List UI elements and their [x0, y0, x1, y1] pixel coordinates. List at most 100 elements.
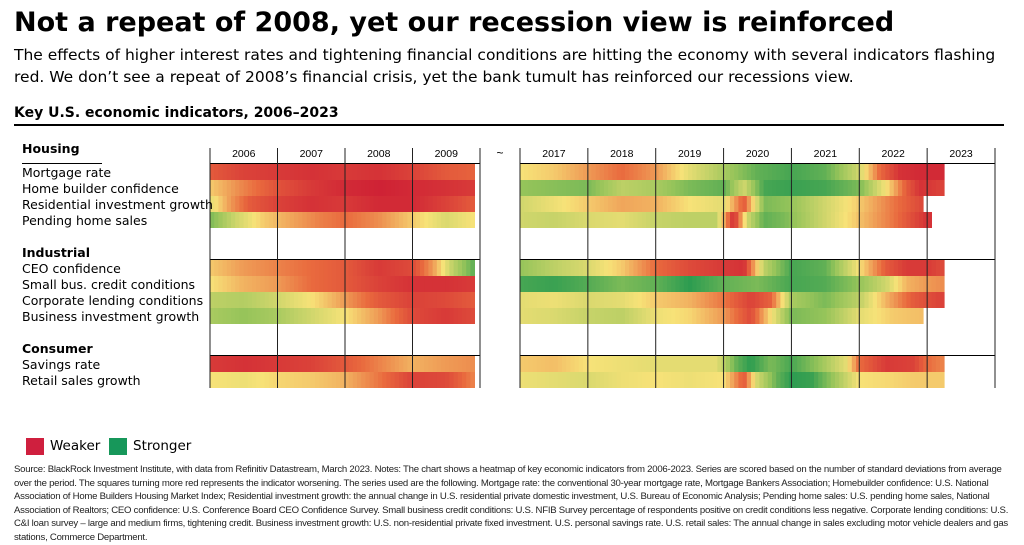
heat-cell-mortgage-rate-right	[839, 164, 844, 180]
heat-cell-retail-sales-growth-right	[688, 372, 693, 388]
heat-cell-ceo-confidence-right	[528, 260, 533, 276]
heat-cell-small-bus-credit-conditions-left	[268, 276, 274, 292]
heat-cell-mortgage-rate-right	[780, 164, 785, 180]
heat-cell-corporate-lending-conditions-right	[751, 292, 756, 308]
heat-cell-mortgage-rate-right	[595, 164, 601, 180]
heat-cell-home-builder-confidence-left	[462, 180, 467, 196]
heat-cell-residential-investment-growth-right	[919, 196, 924, 212]
heat-cell-pending-home-sales-left	[411, 212, 417, 228]
heat-cell-residential-investment-growth-left	[214, 196, 219, 212]
heat-cell-residential-investment-growth-right	[688, 196, 693, 212]
heat-cell-retail-sales-growth-left	[457, 372, 463, 388]
heat-cell-residential-investment-growth-left	[310, 196, 316, 212]
heat-cell-mortgage-rate-right	[696, 164, 701, 180]
heat-cell-home-builder-confidence-left	[441, 180, 446, 196]
heat-cell-residential-investment-growth-right	[868, 196, 874, 212]
heat-cell-home-builder-confidence-right	[893, 180, 899, 196]
heat-cell-small-bus-credit-conditions-right	[692, 276, 697, 292]
heat-cell-business-investment-growth-right	[797, 308, 802, 324]
heat-cell-corporate-lending-conditions-right	[860, 292, 865, 308]
heat-cell-residential-investment-growth-right	[604, 196, 609, 212]
heat-cell-business-investment-growth-right	[667, 308, 672, 324]
heat-cell-mortgage-rate-left	[373, 164, 379, 180]
heat-cell-retail-sales-growth-left	[378, 372, 383, 388]
heat-cell-pending-home-sales-right	[608, 212, 613, 228]
heat-cell-ceo-confidence-right	[683, 260, 689, 276]
heat-cell-business-investment-growth-right	[688, 308, 693, 324]
heat-cell-retail-sales-growth-left	[373, 372, 379, 388]
heat-cell-business-investment-growth-right	[578, 308, 584, 324]
heat-cell-pending-home-sales-right	[578, 212, 584, 228]
heat-cell-savings-rate-right	[704, 356, 710, 372]
heat-cell-mortgage-rate-right	[742, 164, 748, 180]
heat-cell-retail-sales-growth-right	[536, 372, 542, 388]
heat-cell-retail-sales-growth-left	[285, 372, 291, 388]
heat-cell-business-investment-growth-left	[319, 308, 324, 324]
heat-cell-retail-sales-growth-right	[545, 372, 550, 388]
heat-cell-residential-investment-growth-right	[910, 196, 916, 212]
heat-cell-corporate-lending-conditions-left	[285, 292, 291, 308]
heat-cell-small-bus-credit-conditions-right	[851, 276, 857, 292]
heat-cell-pending-home-sales-right	[776, 212, 781, 228]
heat-cell-retail-sales-growth-left	[369, 372, 375, 388]
heat-cell-home-builder-confidence-right	[763, 180, 769, 196]
heat-cell-mortgage-rate-right	[662, 164, 668, 180]
heat-cell-small-bus-credit-conditions-left	[420, 276, 425, 292]
heat-cell-retail-sales-growth-right	[755, 372, 760, 388]
heat-cell-mortgage-rate-left	[378, 164, 383, 180]
heat-cell-residential-investment-growth-right	[889, 196, 895, 212]
heat-cell-corporate-lending-conditions-right	[633, 292, 638, 308]
heat-cell-residential-investment-growth-right	[814, 196, 819, 212]
heat-cell-residential-investment-growth-right	[675, 196, 680, 212]
heat-cell-small-bus-credit-conditions-right	[557, 276, 563, 292]
heat-cell-pending-home-sales-left	[407, 212, 412, 228]
heat-cell-retail-sales-growth-right	[940, 372, 945, 388]
heat-cell-residential-investment-growth-left	[235, 196, 240, 212]
heat-cell-small-bus-credit-conditions-right	[662, 276, 668, 292]
heat-cell-retail-sales-growth-right	[730, 372, 735, 388]
heat-cell-business-investment-growth-right	[780, 308, 785, 324]
chart-title-rule	[14, 124, 1004, 126]
heat-cell-retail-sales-growth-left	[462, 372, 467, 388]
legend-label-stronger: Stronger	[133, 438, 192, 454]
heat-cell-corporate-lending-conditions-left	[348, 292, 354, 308]
heat-cell-savings-rate-right	[801, 356, 806, 372]
heat-cell-ceo-confidence-left	[336, 260, 341, 276]
heat-cell-ceo-confidence-right	[772, 260, 777, 276]
heat-cell-mortgage-rate-left	[302, 164, 307, 180]
heat-cell-pending-home-sales-left	[298, 212, 303, 228]
heat-cell-home-builder-confidence-right	[843, 180, 848, 196]
heat-cell-small-bus-credit-conditions-right	[704, 276, 710, 292]
heat-cell-retail-sales-growth-right	[801, 372, 806, 388]
heat-cell-mortgage-rate-left	[277, 164, 282, 180]
heat-cell-savings-rate-right	[633, 356, 638, 372]
heat-cell-pending-home-sales-right	[759, 212, 764, 228]
heat-cell-business-investment-growth-right	[730, 308, 735, 324]
heat-cell-home-builder-confidence-right	[646, 180, 651, 196]
heat-cell-home-builder-confidence-left	[403, 180, 408, 196]
heat-cell-ceo-confidence-right	[780, 260, 785, 276]
heat-cell-mortgage-rate-right	[574, 164, 580, 180]
heat-cell-ceo-confidence-left	[323, 260, 328, 276]
heat-cell-small-bus-credit-conditions-left	[226, 276, 232, 292]
heat-cell-mortgage-rate-right	[793, 164, 798, 180]
heat-cell-corporate-lending-conditions-right	[566, 292, 571, 308]
heat-cell-retail-sales-growth-left	[298, 372, 303, 388]
heat-cell-corporate-lending-conditions-right	[675, 292, 680, 308]
heat-cell-business-investment-growth-right	[545, 308, 550, 324]
heat-cell-ceo-confidence-left	[415, 260, 421, 276]
heat-cell-savings-rate-right	[671, 356, 676, 372]
heat-cell-mortgage-rate-right	[683, 164, 689, 180]
heat-cell-business-investment-growth-right	[625, 308, 630, 324]
row-label-mortgage-rate: Mortgage rate	[22, 165, 111, 180]
heat-cell-business-investment-growth-right	[881, 308, 886, 324]
heat-cell-corporate-lending-conditions-left	[281, 292, 286, 308]
heat-cell-corporate-lending-conditions-left	[457, 292, 463, 308]
heat-cell-ceo-confidence-right	[620, 260, 626, 276]
heat-cell-small-bus-credit-conditions-right	[566, 276, 571, 292]
heat-cell-home-builder-confidence-right	[692, 180, 697, 196]
heat-cell-mortgage-rate-left	[445, 164, 450, 180]
heat-cell-pending-home-sales-right	[742, 212, 748, 228]
heat-cell-ceo-confidence-left	[432, 260, 438, 276]
heat-cell-ceo-confidence-left	[399, 260, 404, 276]
